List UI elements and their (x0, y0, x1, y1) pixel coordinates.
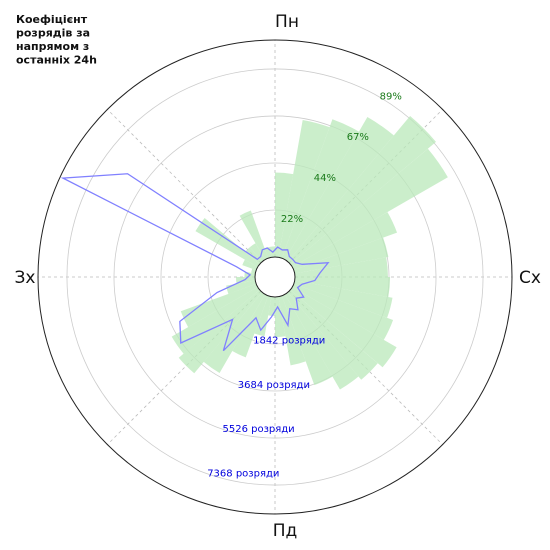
direction-label: Пн (275, 12, 299, 32)
angle-grid-line (107, 109, 262, 264)
bar (249, 243, 265, 262)
bar (251, 268, 257, 274)
bar (178, 289, 263, 374)
bar (268, 296, 275, 317)
r-tick-label: 89% (380, 91, 402, 102)
bar (292, 283, 394, 340)
bar (293, 280, 393, 318)
r-tick-label: 22% (281, 214, 303, 225)
r2-tick-label: 1842 розряди (253, 335, 325, 346)
direction-label: Зх (15, 268, 36, 288)
grid-ring (113, 115, 437, 439)
bar (232, 294, 269, 358)
bar (180, 283, 258, 328)
bar (203, 292, 265, 374)
bar (275, 172, 294, 258)
bar (293, 237, 389, 274)
direction-label: Сх (519, 268, 541, 288)
bar (294, 277, 391, 297)
title-line: напрямом з (16, 40, 89, 53)
bar (287, 116, 436, 265)
bar (294, 257, 388, 277)
bar (285, 292, 359, 390)
bar (195, 217, 260, 267)
r-tick-label: 67% (347, 132, 369, 143)
title-line: розрядів за (16, 27, 90, 40)
line (60, 173, 330, 352)
bar (278, 119, 330, 259)
bar (285, 116, 394, 262)
bar (281, 294, 333, 386)
inner-hole (254, 256, 296, 298)
bar (281, 119, 359, 260)
direction-label: Пд (273, 521, 298, 541)
title-line: Коефіцієнт (16, 13, 88, 26)
bar (245, 247, 263, 265)
r-tick-label: 44% (314, 173, 336, 184)
r2-tick-label: 7368 розряди (207, 469, 279, 480)
bar (290, 287, 397, 368)
outer-ring (37, 39, 513, 515)
bar (287, 289, 378, 380)
bar (290, 148, 448, 267)
r2-tick-label: 5526 розряди (222, 424, 294, 435)
bar (292, 212, 398, 271)
bar (242, 259, 258, 271)
r2-tick-label: 3684 розряди (238, 380, 310, 391)
grid-ring (66, 68, 484, 486)
bar (226, 280, 257, 294)
bar (239, 210, 269, 260)
title-line: останніх 24h (16, 54, 97, 67)
bar (278, 295, 306, 366)
